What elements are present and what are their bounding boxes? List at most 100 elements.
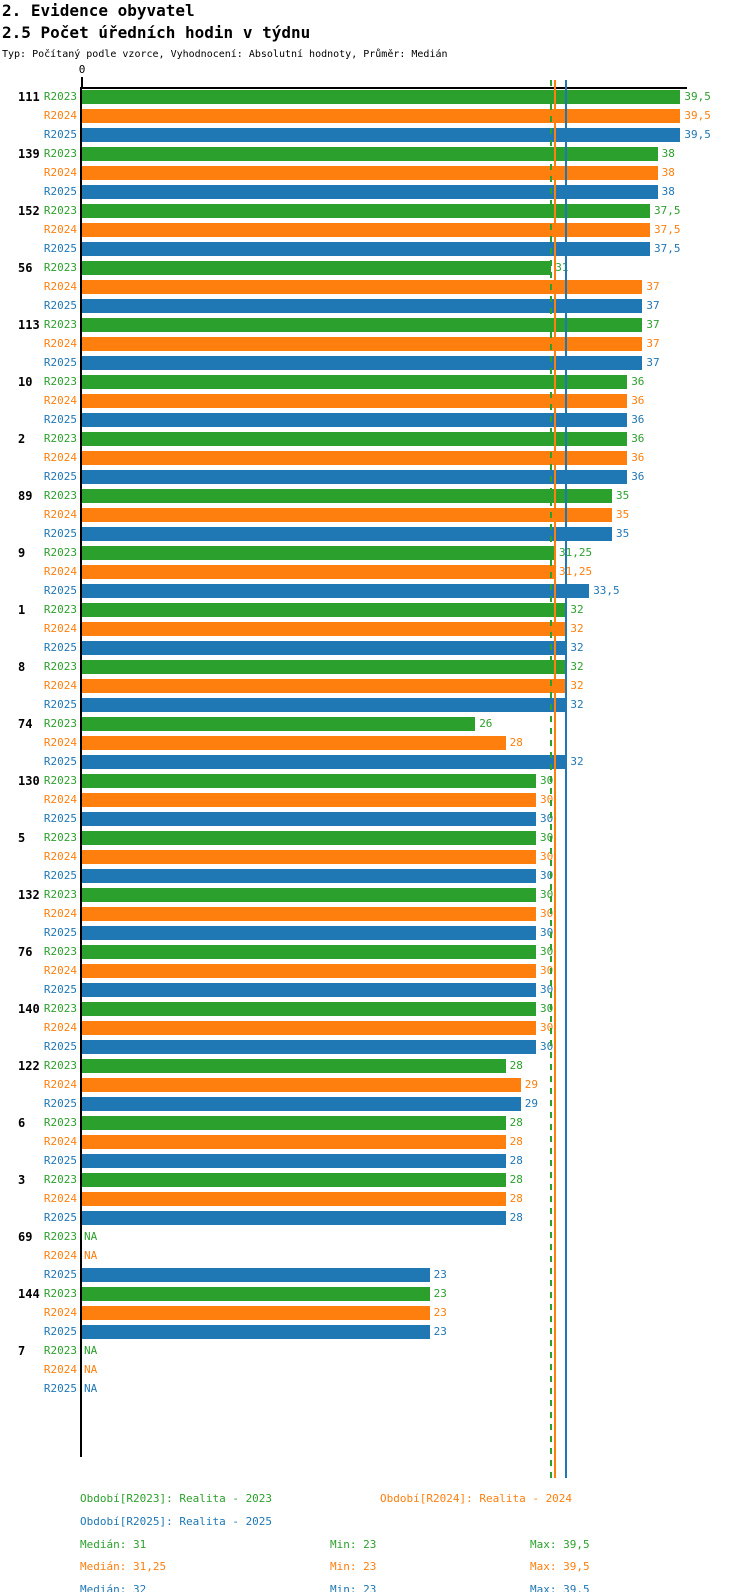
category-label: 2 <box>18 432 26 446</box>
category-label: 89 <box>18 489 33 503</box>
bar-r2025 <box>82 1154 506 1168</box>
bar-r2023 <box>82 375 628 389</box>
bar-r2023 <box>82 945 536 959</box>
bar-row: R2024 35 <box>0 508 750 522</box>
series-label: R2023 <box>43 603 77 616</box>
axis-origin-tick <box>81 77 83 87</box>
series-label: R2025 <box>43 983 77 996</box>
bar-group-111: 111 R2023 39,5 R2024 39,5 R2025 39,5 <box>0 90 750 142</box>
value-label: 38 <box>661 185 675 198</box>
bar-r2023 <box>82 489 612 503</box>
value-label: 23 <box>433 1268 447 1281</box>
bar-group-2: 2 R2023 36 R2024 36 R2025 36 <box>0 432 750 484</box>
category-label: 6 <box>18 1116 26 1130</box>
series-label: R2024 <box>43 736 77 749</box>
bar-r2023 <box>82 318 643 332</box>
series-label: R2025 <box>43 584 77 597</box>
bar-row: 9 R2023 31,25 <box>0 546 750 560</box>
bar-r2023 <box>82 831 536 845</box>
value-label: 32 <box>570 622 584 635</box>
series-label: R2025 <box>43 128 77 141</box>
axis-origin-label: 0 <box>78 63 86 76</box>
series-label: R2025 <box>43 1040 77 1053</box>
series-label: R2025 <box>43 812 77 825</box>
value-label: 30 <box>540 983 554 996</box>
bar-row: R2024 36 <box>0 451 750 465</box>
bar-r2023 <box>82 147 658 161</box>
bar-row: 5 R2023 30 <box>0 831 750 845</box>
series-label: R2024 <box>43 1135 77 1148</box>
bar-row: R2025 36 <box>0 470 750 484</box>
chart-title: 2.5 Počet úředních hodin v týdnu <box>2 23 311 42</box>
chart-subtitle: Typ: Počítaný podle vzorce, Vyhodnocení:… <box>2 49 448 60</box>
category-label: 10 <box>18 375 33 389</box>
value-label: 28 <box>509 1173 523 1186</box>
bar-row: 130 R2023 30 <box>0 774 750 788</box>
bar-r2025 <box>82 470 628 484</box>
bar-row: R2024 37 <box>0 337 750 351</box>
value-label: 30 <box>540 1040 554 1053</box>
value-label: 35 <box>616 508 630 521</box>
bar-group-9: 9 R2023 31,25 R2024 31,25 R2025 33,5 <box>0 546 750 598</box>
value-label: 30 <box>540 774 554 787</box>
bar-row: R2024 30 <box>0 793 750 807</box>
bar-row: R2025 30 <box>0 1040 750 1054</box>
bar-group-6: 6 R2023 28 R2024 28 R2025 28 <box>0 1116 750 1168</box>
value-label: NA <box>84 1344 98 1357</box>
value-label: 30 <box>540 793 554 806</box>
bar-r2024 <box>82 223 650 237</box>
series-label: R2024 <box>43 850 77 863</box>
value-label: 36 <box>631 432 645 445</box>
bar-r2025 <box>82 413 628 427</box>
series-label: R2024 <box>43 337 77 350</box>
series-label: R2025 <box>43 698 77 711</box>
bar-row: R2024 NA <box>0 1249 750 1263</box>
bar-row: R2025 23 <box>0 1268 750 1282</box>
series-label: R2025 <box>43 185 77 198</box>
report-title: 2. Evidence obyvatel <box>2 1 195 20</box>
series-label: R2024 <box>43 1192 77 1205</box>
series-label: R2024 <box>43 223 77 236</box>
bar-r2024 <box>82 964 536 978</box>
bar-r2024 <box>82 337 643 351</box>
bar-row: R2024 31,25 <box>0 565 750 579</box>
value-label: 23 <box>433 1306 447 1319</box>
series-label: R2024 <box>43 793 77 806</box>
value-label: 38 <box>661 166 675 179</box>
series-label: R2023 <box>43 147 77 160</box>
bar-row: R2025 39,5 <box>0 128 750 142</box>
median-line-r2025 <box>565 80 567 1478</box>
bar-row: 144 R2023 23 <box>0 1287 750 1301</box>
series-label: R2024 <box>43 565 77 578</box>
series-label: R2024 <box>43 964 77 977</box>
series-label: R2025 <box>43 527 77 540</box>
series-label: R2023 <box>43 1287 77 1300</box>
bar-r2025 <box>82 1325 430 1339</box>
bar-r2025 <box>82 698 567 712</box>
bar-row: 152 R2023 37,5 <box>0 204 750 218</box>
stat-median-r2024: Medián: 31,25 <box>80 1560 167 1573</box>
bar-r2024 <box>82 1192 506 1206</box>
value-label: 30 <box>540 926 554 939</box>
bar-r2025 <box>82 926 536 940</box>
bar-row: R2025 28 <box>0 1154 750 1168</box>
bar-group-74: 74 R2023 26 R2024 28 R2025 32 <box>0 717 750 769</box>
bar-group-152: 152 R2023 37,5 R2024 37,5 R2025 37,5 <box>0 204 750 256</box>
bar-r2025 <box>82 755 567 769</box>
value-label: 33,5 <box>593 584 620 597</box>
series-label: R2025 <box>43 869 77 882</box>
category-label: 130 <box>18 774 40 788</box>
median-line-r2023 <box>550 80 552 1478</box>
bar-row: R2024 28 <box>0 1135 750 1149</box>
bar-r2024 <box>82 736 506 750</box>
value-label: 36 <box>631 413 645 426</box>
value-label: 39,5 <box>684 90 711 103</box>
bar-row: 3 R2023 28 <box>0 1173 750 1187</box>
value-label: 29 <box>524 1078 539 1091</box>
category-label: 132 <box>18 888 40 902</box>
bar-row: R2024 30 <box>0 964 750 978</box>
value-label: NA <box>84 1382 98 1395</box>
series-label: R2025 <box>43 1382 77 1395</box>
bar-row: R2024 37 <box>0 280 750 294</box>
bar-row: 56 R2023 31 <box>0 261 750 275</box>
